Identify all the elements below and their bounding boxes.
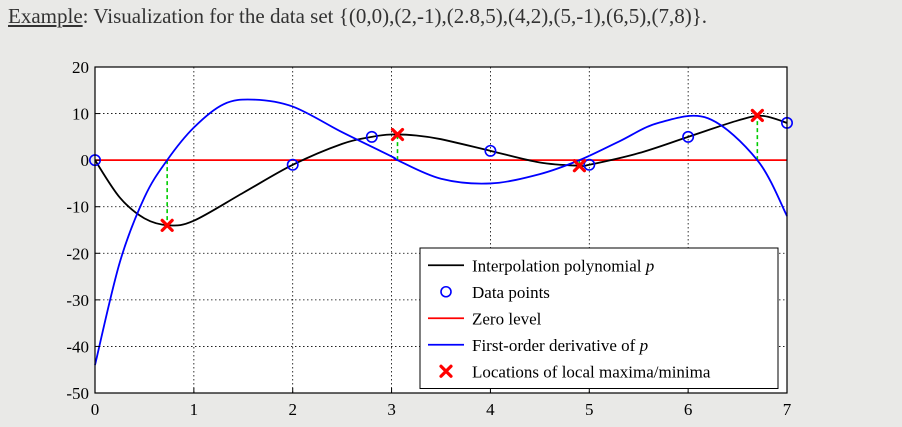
y-tick-label: -20 [66,244,89,263]
axis-ticks: 0 1 2 3 4 5 6 7 20 10 0 -10 -20 -30 -40 -50 [66,58,791,419]
extremum-marker [390,127,405,142]
y-tick-label: -40 [66,337,89,356]
y-tick-label: -50 [66,384,89,403]
data-point-marker [286,158,299,171]
data-point-marker [365,130,378,143]
legend-item: Locations of local maxima/minima [439,362,711,381]
data-point-marker [484,144,497,157]
title-lead: Example [8,4,83,28]
x-tick-label: 1 [190,400,199,419]
x-tick-label: 4 [486,400,495,419]
extremum-marker [160,218,174,232]
title-rest: : Visualization for the data set {(0,0),… [82,4,708,28]
legend-label: Data points [472,283,550,302]
legend-swatch-x [439,364,453,378]
x-tick-label: 7 [783,400,792,419]
y-tick-label: -10 [66,198,89,217]
series-layer [94,98,788,366]
series-first-order-derivative-of-p [94,98,788,366]
legend-label: Interpolation polynomial p [472,256,654,275]
legend-box [419,247,779,389]
y-tick-label: 20 [72,58,89,77]
x-tick-label: 3 [387,400,396,419]
legend: Interpolation polynomial p Data points Zer… [419,247,779,389]
series-interpolation-polynomial-p [94,114,788,227]
legend-item: Interpolation polynomial p [428,256,654,275]
y-tick-label: 0 [81,151,90,170]
legend-label: First-order derivative of p [472,336,648,355]
y-tick-label: 10 [72,105,89,124]
data-point-marker [583,158,596,171]
extremum-marker [750,108,764,123]
x-tick-label: 5 [585,400,594,419]
x-tick-label: 0 [91,400,100,419]
legend-label: Locations of local maxima/minima [472,362,711,381]
data-point-marker [682,130,695,143]
legend-swatch-circle [440,285,452,298]
x-tick-label: 2 [288,400,297,419]
legend-label: Zero level [472,309,542,328]
page-title: Example: Visualization for the data set … [8,4,707,29]
plot-frame [94,66,788,394]
x-tick-label: 6 [684,400,693,419]
legend-item: First-order derivative of p [428,336,648,355]
y-tick-label: -30 [66,291,89,310]
legend-item: Data points [440,283,550,302]
legend-item: Zero level [428,309,542,328]
extremum-marker [572,159,586,173]
